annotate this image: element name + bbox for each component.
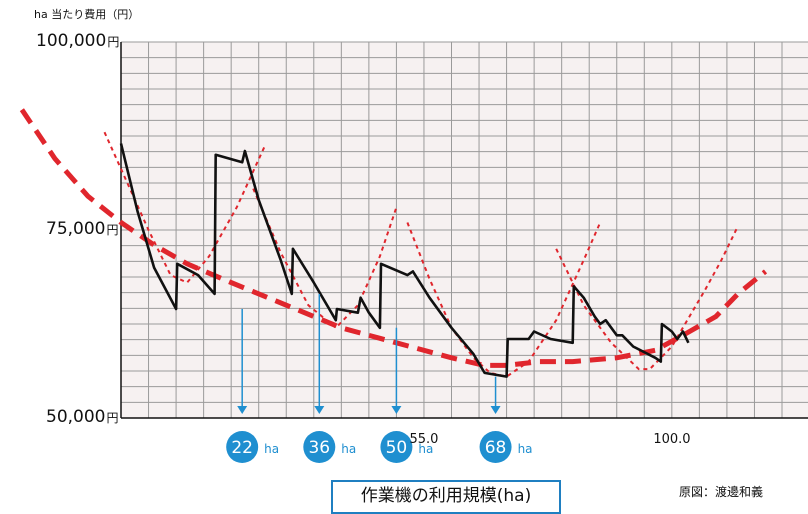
arrow-head-50 — [391, 406, 402, 414]
source-credit: 原図：渡邊和義 — [679, 485, 764, 499]
y-tick-label: 50,000円 — [46, 407, 119, 427]
scale-marker-unit-36: ha — [341, 442, 356, 456]
scale-marker-36 — [303, 431, 336, 463]
scale-marker-value-68: 68 — [485, 438, 507, 458]
series-line-3-dotted-red — [252, 188, 398, 330]
arrow-head-68 — [490, 406, 501, 414]
scale-marker-unit-22: ha — [264, 442, 279, 456]
y-tick-label: 100,000円 — [36, 31, 120, 51]
scale-marker-unit-50: ha — [418, 442, 433, 456]
scale-marker-value-50: 50 — [386, 438, 408, 458]
x-tick-label: 55.0 — [409, 432, 439, 447]
y-axis-title: ha 当たり費用（円） — [34, 8, 140, 21]
scale-marker-value-22: 22 — [231, 438, 253, 458]
arrow-head-22 — [237, 406, 248, 414]
scale-marker-value-36: 36 — [308, 438, 330, 458]
series-line-0-solid-black — [119, 143, 690, 378]
arrow-head-36 — [314, 406, 325, 414]
scale-marker-50 — [380, 431, 413, 463]
series-line-2-dotted-red — [103, 131, 266, 284]
series-line-1-dashed-red-thick — [19, 108, 768, 368]
scale-marker-unit-68: ha — [518, 442, 533, 456]
x-tick-label: 100.0 — [653, 432, 691, 447]
y-tick-label: 75,000円 — [46, 219, 119, 239]
scale-marker-22 — [226, 431, 259, 463]
scale-marker-68 — [479, 431, 512, 463]
